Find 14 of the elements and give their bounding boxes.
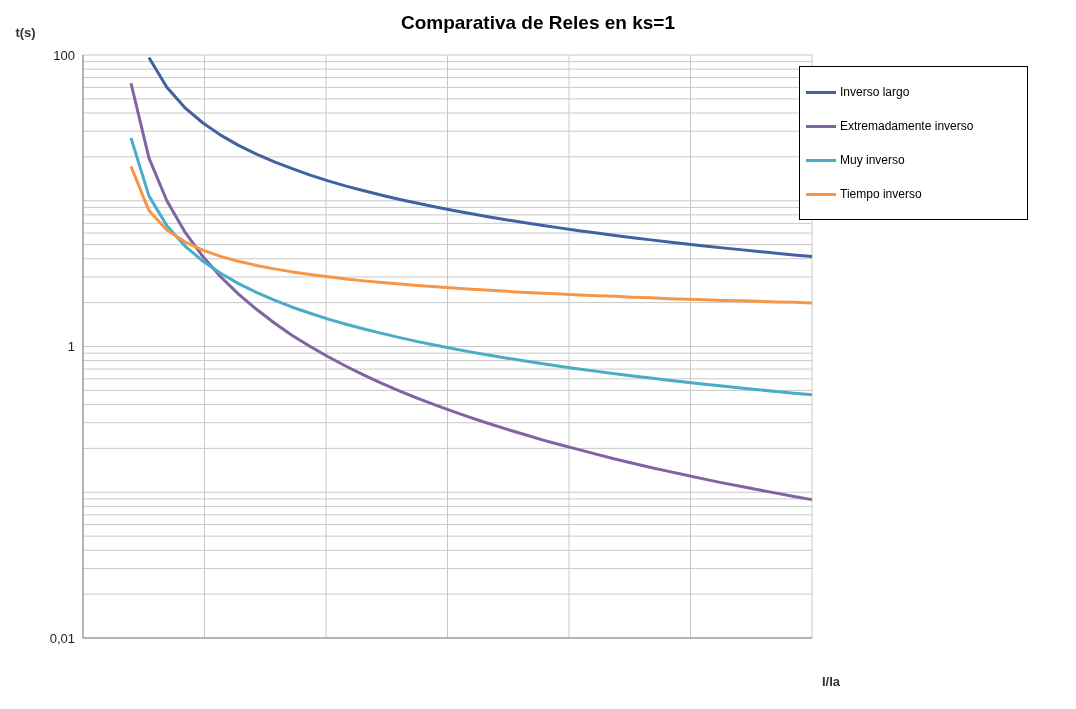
legend-label: Muy inverso [840, 153, 905, 167]
x-axis-title: I/Ia [821, 674, 841, 689]
line-series [129, 81, 814, 502]
y-axis-title: t(s) [15, 25, 36, 40]
legend-label: Inverso largo [840, 85, 910, 99]
y-tick-label: 0,01 [49, 630, 75, 646]
chart-title: Comparativa de Reles en ks=1 [400, 12, 676, 33]
y-tick-label: 1 [67, 339, 75, 355]
line-series [147, 56, 814, 259]
legend-label: Tiempo inverso [840, 187, 922, 201]
y-tick-label: 100 [53, 47, 75, 63]
line-series [129, 136, 814, 397]
line-series [129, 164, 814, 305]
legend-label: Extremadamente inverso [840, 119, 974, 133]
